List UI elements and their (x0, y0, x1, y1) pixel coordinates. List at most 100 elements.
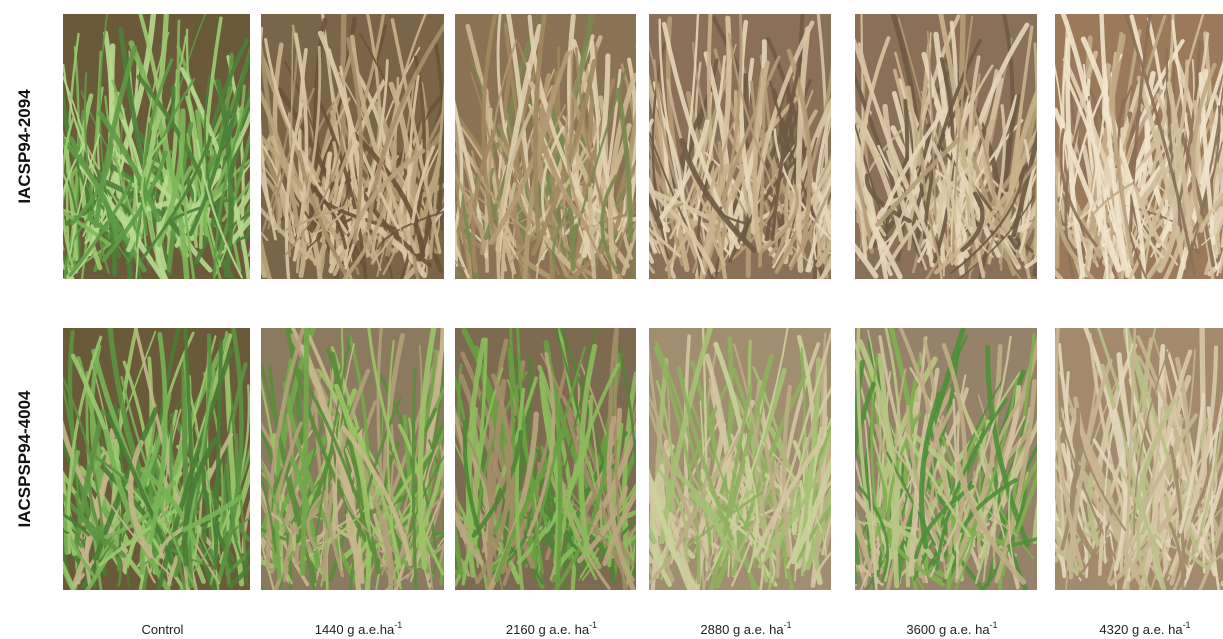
blade (1099, 14, 1130, 278)
blade (188, 110, 231, 237)
blade (112, 205, 135, 253)
blade (812, 181, 831, 260)
blade (855, 506, 869, 557)
column-label-text: 2880 g a.e. ha (700, 622, 784, 637)
blade (299, 328, 310, 576)
column-label: Control (142, 622, 184, 637)
blade (345, 513, 361, 562)
blade (63, 255, 72, 277)
blade (656, 468, 689, 559)
blade (914, 484, 975, 560)
blade (386, 339, 402, 590)
blade (1185, 192, 1223, 243)
blade (938, 14, 974, 227)
blade (1065, 37, 1086, 278)
blade (333, 383, 372, 590)
blade (494, 429, 568, 583)
blade (117, 91, 140, 279)
blade (261, 538, 275, 590)
blade (855, 37, 932, 241)
blade (855, 515, 875, 574)
blade (1184, 81, 1223, 276)
photo (855, 14, 1037, 279)
blade (74, 493, 102, 547)
blade (268, 366, 318, 584)
blade (349, 34, 419, 254)
blade (819, 252, 831, 279)
blade (1168, 521, 1185, 590)
blade (353, 148, 426, 229)
row-label: IACSPSP94-4004 (15, 390, 34, 528)
blade (765, 426, 831, 559)
blade (93, 45, 138, 229)
blade (693, 55, 727, 221)
blade (1124, 413, 1198, 552)
blade (481, 14, 500, 254)
blade (795, 26, 811, 273)
blade (244, 542, 250, 586)
blade (527, 14, 597, 226)
blade (759, 184, 799, 254)
blade (1191, 62, 1217, 224)
blade (986, 443, 1037, 588)
blade (496, 104, 536, 279)
blade (380, 344, 423, 575)
blade (63, 136, 120, 243)
blade (800, 159, 831, 220)
column-label-sup: -1 (784, 620, 792, 630)
blade (983, 118, 1013, 227)
blade (1150, 349, 1196, 590)
blade (874, 423, 953, 545)
blade (261, 421, 329, 582)
blade (314, 494, 325, 588)
blade (908, 413, 931, 577)
blade (474, 367, 504, 568)
column-label: 2160 g a.e. ha-1 (506, 620, 597, 637)
blade (239, 220, 250, 250)
blade (905, 404, 943, 550)
blade (938, 144, 1018, 250)
blade (649, 402, 697, 533)
blade (868, 109, 947, 249)
column-label-sup: -1 (1183, 620, 1191, 630)
blade (140, 136, 167, 220)
blade (882, 103, 913, 233)
blade (730, 453, 783, 565)
blade (931, 141, 958, 224)
blade (213, 339, 223, 571)
blade (1123, 14, 1175, 266)
blade (935, 398, 1008, 571)
blade (649, 250, 655, 264)
blade (322, 31, 382, 271)
blade (731, 473, 770, 587)
blade (63, 518, 99, 568)
blade (565, 200, 624, 279)
blade (769, 80, 819, 225)
blade (63, 116, 75, 268)
blade (855, 160, 874, 254)
blade (1122, 525, 1151, 590)
blade (557, 49, 573, 255)
column-label: 3600 g a.e. ha-1 (906, 620, 997, 637)
blade (63, 210, 111, 247)
blade (1100, 363, 1167, 590)
blade (615, 87, 633, 244)
blade (856, 328, 880, 571)
blade (904, 432, 972, 538)
blade (1124, 328, 1137, 579)
blade (1169, 445, 1187, 581)
blade (649, 226, 682, 258)
blade (63, 259, 79, 274)
blade (224, 409, 249, 576)
blade (929, 335, 1012, 578)
blade (858, 36, 891, 251)
blade (429, 82, 444, 260)
blade (1123, 14, 1196, 276)
blade (428, 439, 444, 584)
blade (266, 510, 296, 552)
blade (886, 412, 922, 545)
blade (63, 375, 105, 539)
blade (360, 190, 433, 268)
blade (541, 377, 598, 581)
blade (515, 387, 526, 590)
